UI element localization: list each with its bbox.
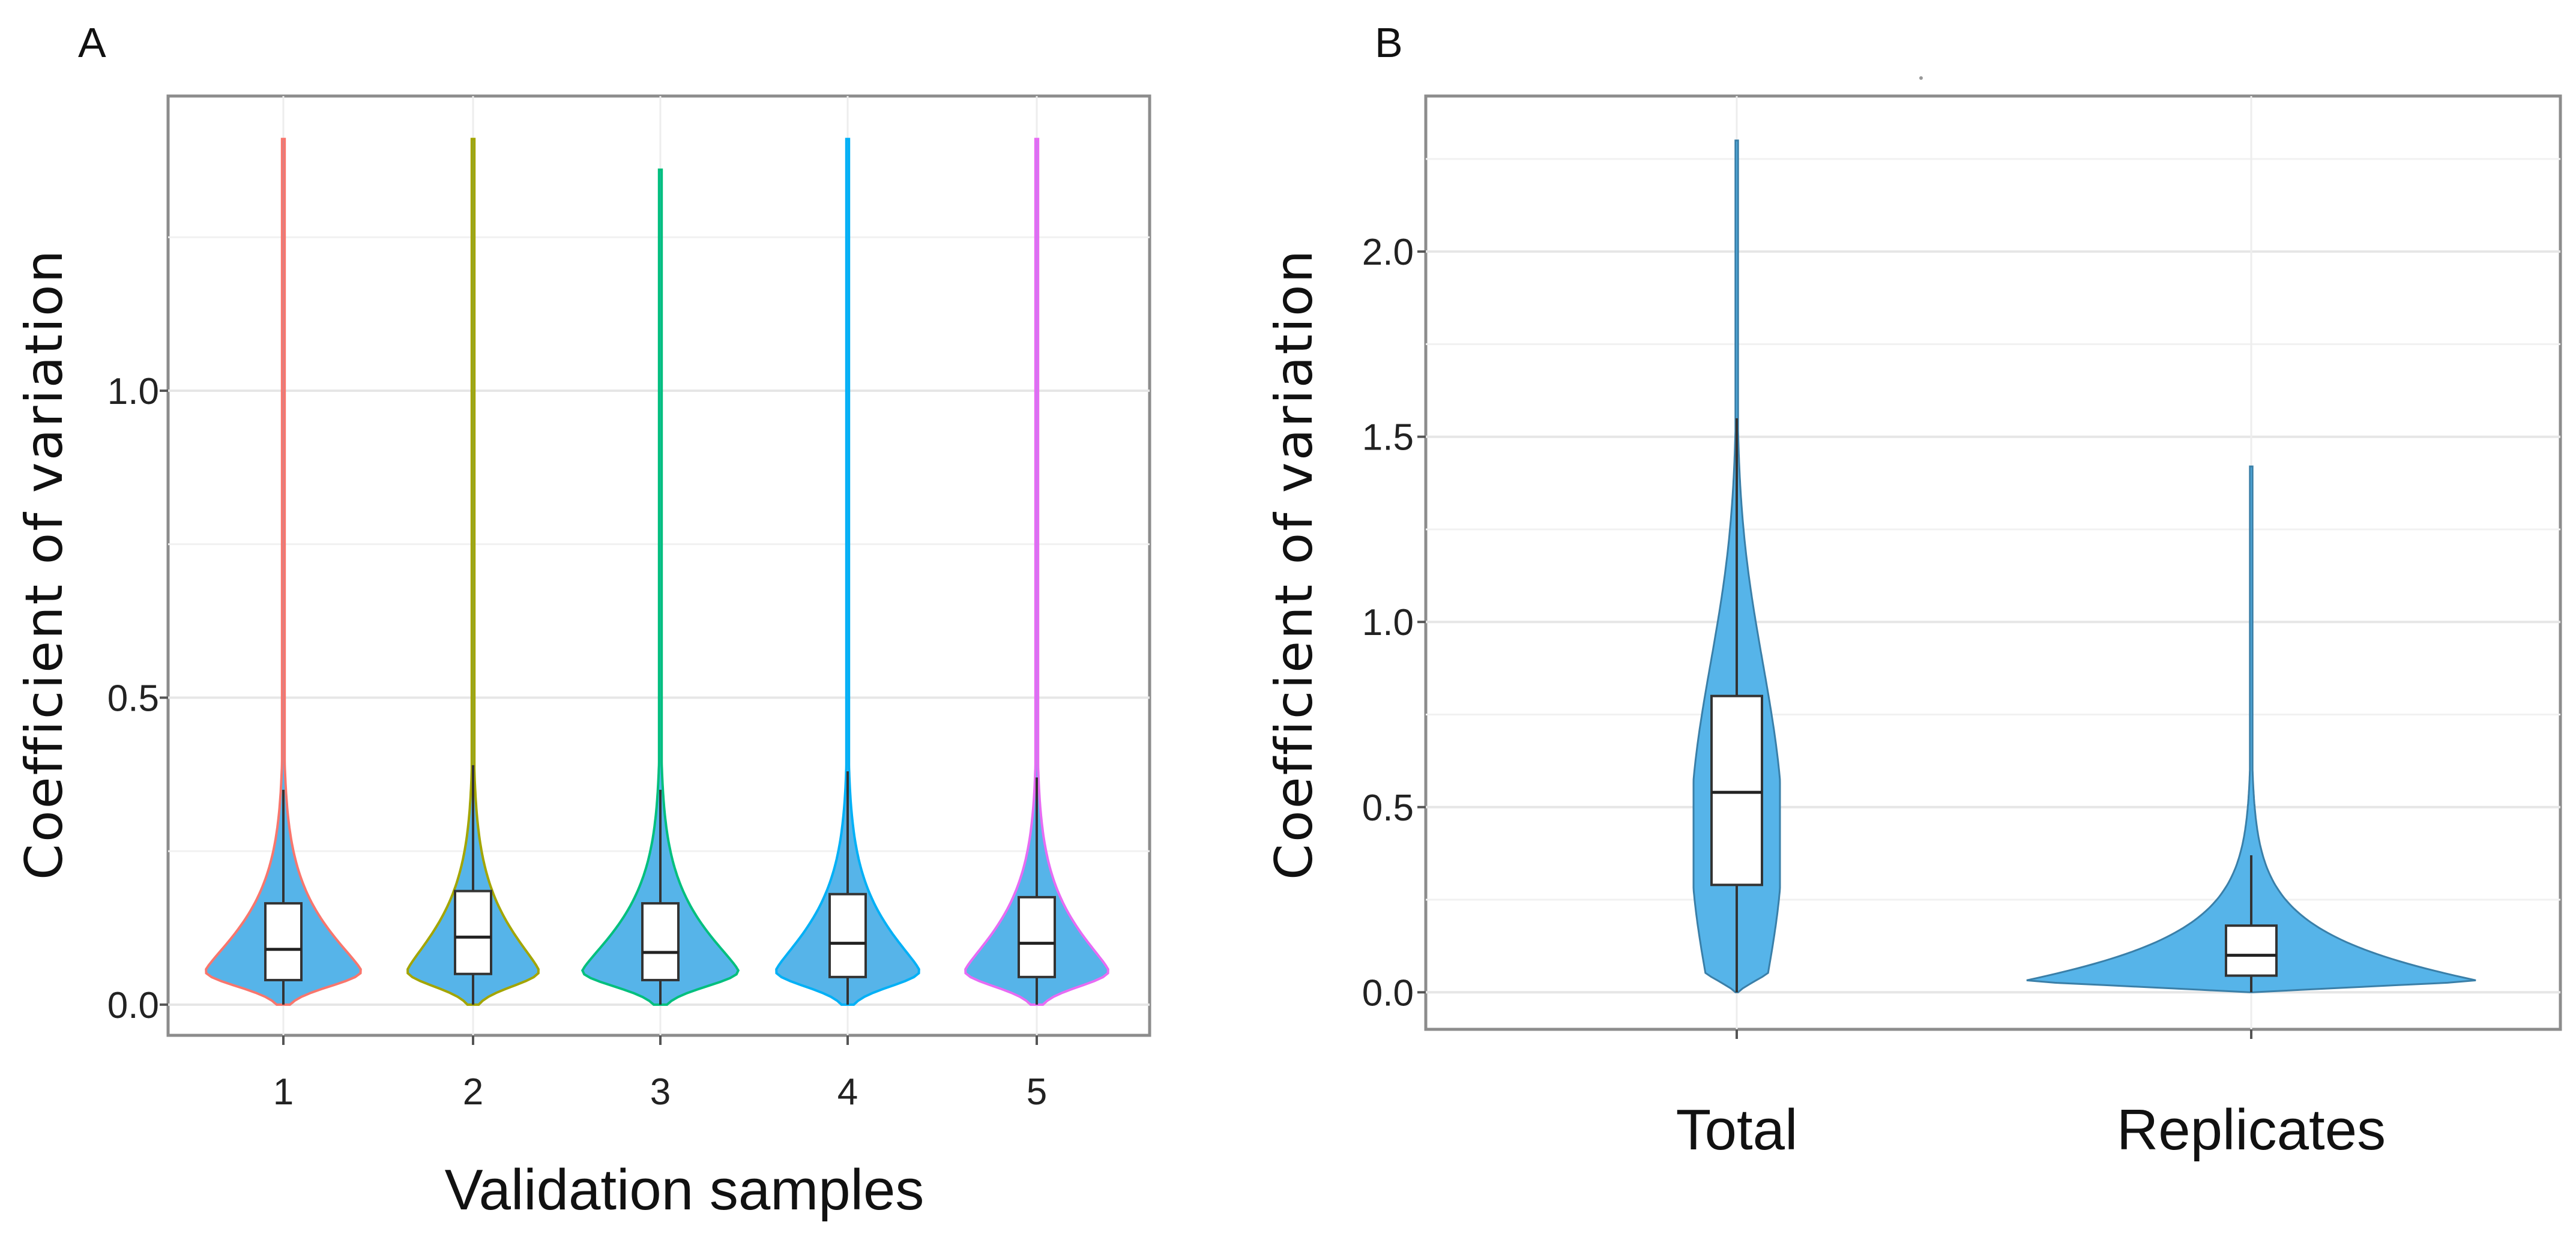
y-tick-label: 0.0 — [107, 985, 159, 1026]
panel-a-x-ticks: 1 2 3 4 5 — [273, 1035, 1047, 1113]
y-tick-label: 1.5 — [1362, 417, 1414, 459]
violin-1 — [205, 137, 362, 1006]
x-tick-label: 3 — [650, 1071, 671, 1113]
x-tick-label: 1 — [273, 1071, 294, 1113]
y-tick-label: 0.0 — [1362, 972, 1414, 1014]
x-tick-label: Replicates — [2117, 1098, 2386, 1162]
violin-5 — [964, 137, 1109, 1006]
x-tick-label: 2 — [463, 1071, 483, 1113]
y-tick-label: 0.5 — [107, 678, 159, 719]
box-3 — [641, 902, 680, 981]
panel-b-x-ticks: Total Replicates — [1676, 1029, 2386, 1162]
panel-b: B 0.0 0.5 1.0 1.5 2.0 Total Replicates Coeffi… — [1264, 19, 2562, 1162]
box-Replicates — [2225, 924, 2278, 977]
y-tick-label: 0.5 — [1362, 787, 1414, 829]
x-tick-label: Total — [1676, 1098, 1798, 1162]
panel-b-y-ticks: 0.0 0.5 1.0 1.5 2.0 — [1362, 232, 1426, 1014]
panel-b-stray-dot — [1919, 76, 1923, 80]
x-tick-label: 4 — [837, 1071, 858, 1113]
box-4 — [828, 892, 867, 978]
panel-b-violins — [1692, 139, 2476, 993]
panel-a-x-axis-label: Validation samples — [445, 1158, 925, 1222]
y-tick-label: 1.0 — [1362, 602, 1414, 643]
panel-a-violins — [205, 137, 1109, 1006]
panel-a-y-ticks: 0.0 0.5 1.0 — [107, 371, 168, 1026]
box-2 — [454, 889, 492, 975]
panel-b-y-axis-label: Coefficient of variation — [1264, 248, 1324, 880]
panel-b-plot-area — [1424, 94, 2562, 1031]
violin-Replicates — [2026, 465, 2476, 993]
box-5 — [1018, 895, 1056, 978]
panel-a-y-axis-label: Coefficient of variation — [14, 248, 74, 880]
y-tick-label: 2.0 — [1362, 232, 1414, 273]
panel-b-letter: B — [1375, 19, 1403, 66]
panel-a-letter: A — [78, 19, 106, 66]
y-tick-label: 1.0 — [107, 371, 159, 412]
panel-a: A 0.0 0.5 1.0 1 2 3 4 5 Coefficient of variati… — [14, 19, 1151, 1222]
violin-3 — [581, 168, 740, 1006]
box-Total — [1710, 694, 1763, 886]
x-tick-label: 5 — [1027, 1071, 1047, 1113]
violin-4 — [775, 137, 920, 1006]
box-1 — [264, 902, 303, 981]
violin-2 — [406, 137, 540, 1006]
